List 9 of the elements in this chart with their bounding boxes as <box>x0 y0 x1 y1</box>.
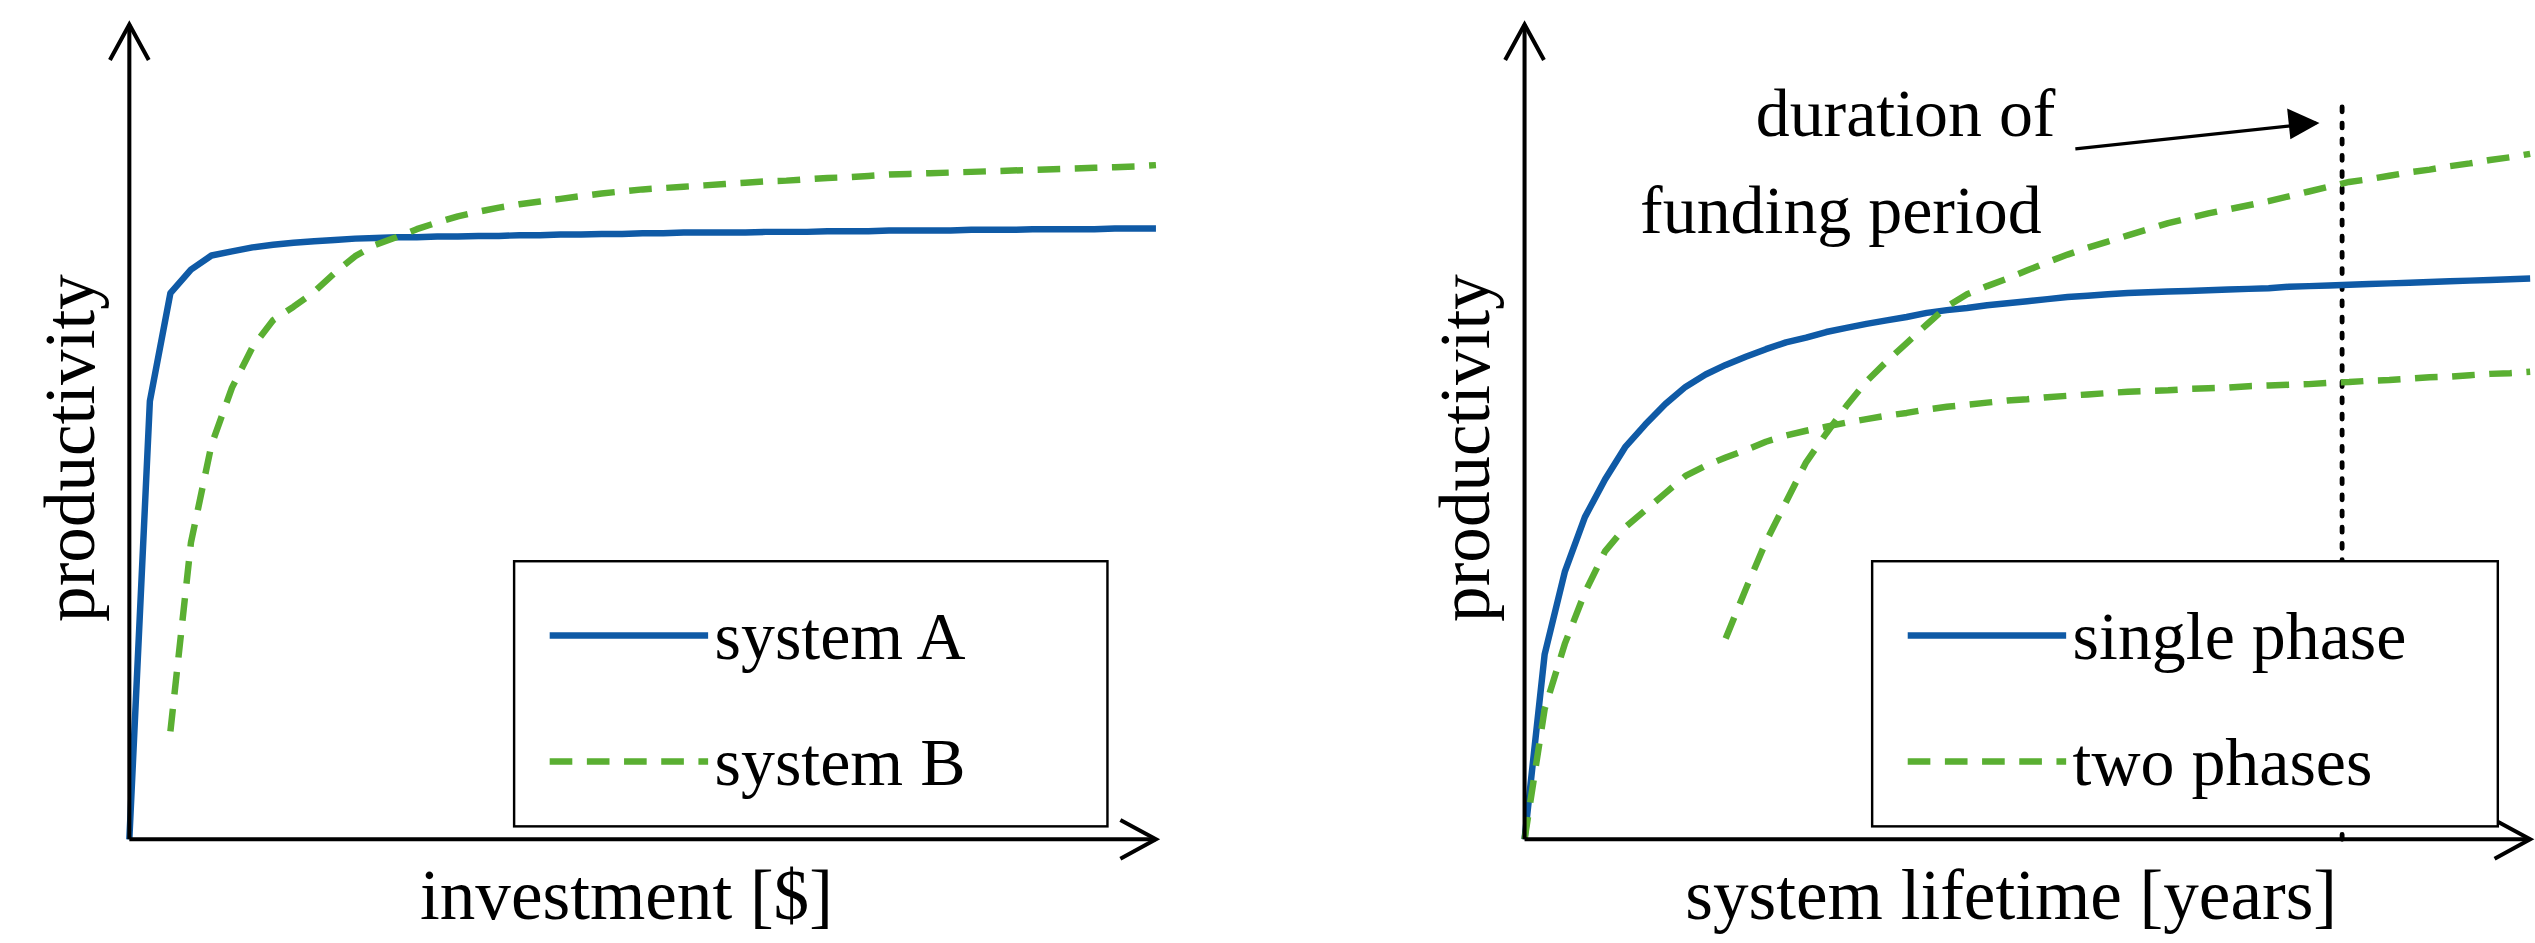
legend-label: system A <box>714 598 966 675</box>
y-axis-title: productivity <box>1425 273 1504 622</box>
legend-label: single phase <box>2072 598 2407 675</box>
legend-label: system B <box>714 724 966 801</box>
x-axis-title: investment [$] <box>420 855 833 934</box>
legend-label: two phases <box>2072 724 2373 801</box>
y-axis-title: productivity <box>30 273 109 622</box>
x-axis-title: system lifetime [years] <box>1685 855 2338 934</box>
annotation: duration of funding period <box>1640 75 2056 249</box>
